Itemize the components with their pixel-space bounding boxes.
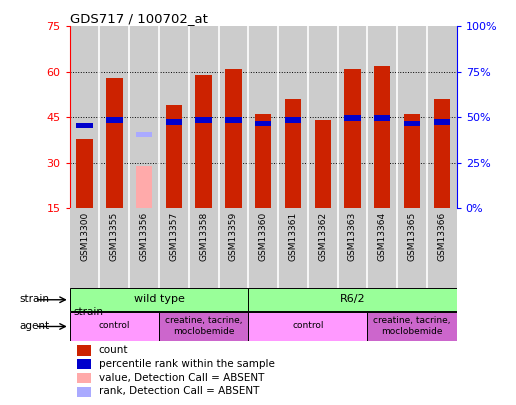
Bar [70, 26, 100, 208]
Text: agent: agent [20, 321, 50, 331]
Bar [225, 69, 241, 208]
Bar [136, 166, 152, 208]
Bar [106, 117, 122, 123]
Text: R6/2: R6/2 [340, 294, 365, 304]
Text: wild type: wild type [134, 294, 184, 304]
Bar [218, 26, 248, 208]
Bar [427, 26, 457, 208]
Bar [189, 26, 218, 208]
Bar [374, 115, 391, 121]
Bar [225, 117, 241, 123]
Bar [248, 312, 367, 341]
Bar [255, 121, 271, 126]
Bar [196, 117, 212, 123]
Text: GSM13360: GSM13360 [259, 212, 268, 262]
Text: GSM13359: GSM13359 [229, 212, 238, 262]
Text: GSM13362: GSM13362 [318, 212, 327, 261]
Text: percentile rank within the sample: percentile rank within the sample [99, 359, 275, 369]
Bar [77, 359, 91, 369]
Text: GSM13300: GSM13300 [80, 212, 89, 262]
Text: GSM13364: GSM13364 [378, 212, 386, 261]
Bar [76, 123, 93, 128]
Text: count: count [99, 345, 128, 355]
Text: value, Detection Call = ABSENT: value, Detection Call = ABSENT [99, 373, 264, 383]
Bar [136, 132, 152, 137]
Bar [285, 99, 301, 208]
Bar [404, 114, 420, 208]
Text: GDS717 / 100702_at: GDS717 / 100702_at [70, 12, 207, 25]
Bar [77, 387, 91, 397]
Bar [397, 26, 427, 208]
Bar [248, 288, 457, 311]
Bar [367, 26, 397, 208]
Bar [404, 121, 420, 126]
Bar [433, 99, 450, 208]
Text: GSM13363: GSM13363 [348, 212, 357, 262]
Bar [344, 115, 361, 121]
Bar [166, 105, 182, 208]
Bar [76, 139, 93, 208]
Bar [308, 26, 337, 208]
Bar [315, 120, 331, 208]
Bar [70, 312, 159, 341]
Bar [433, 119, 450, 125]
Bar [248, 26, 278, 208]
Text: strain: strain [20, 294, 50, 304]
Text: control: control [292, 322, 324, 330]
Bar [255, 114, 271, 208]
Bar [77, 373, 91, 383]
Text: GSM13366: GSM13366 [437, 212, 446, 262]
Text: rank, Detection Call = ABSENT: rank, Detection Call = ABSENT [99, 386, 259, 396]
Text: control: control [99, 322, 130, 330]
Bar [367, 312, 457, 341]
Bar [159, 26, 189, 208]
Bar [100, 26, 129, 208]
Text: creatine, tacrine,
moclobemide: creatine, tacrine, moclobemide [165, 316, 243, 336]
Bar [129, 26, 159, 208]
Bar [77, 345, 91, 356]
Bar [159, 312, 248, 341]
Bar [337, 26, 367, 208]
Text: strain: strain [74, 307, 104, 317]
Text: GSM13357: GSM13357 [169, 212, 179, 262]
Text: GSM13356: GSM13356 [140, 212, 149, 262]
Text: GSM13358: GSM13358 [199, 212, 208, 262]
Text: GSM13361: GSM13361 [288, 212, 297, 262]
Text: GSM13365: GSM13365 [408, 212, 416, 262]
Bar [196, 75, 212, 208]
Bar [70, 288, 248, 311]
Bar [344, 69, 361, 208]
Bar [278, 26, 308, 208]
Bar [374, 66, 391, 208]
Text: creatine, tacrine,
moclobemide: creatine, tacrine, moclobemide [373, 316, 451, 336]
Text: GSM13355: GSM13355 [110, 212, 119, 262]
Bar [166, 119, 182, 125]
Bar [285, 117, 301, 123]
Bar [106, 78, 122, 208]
